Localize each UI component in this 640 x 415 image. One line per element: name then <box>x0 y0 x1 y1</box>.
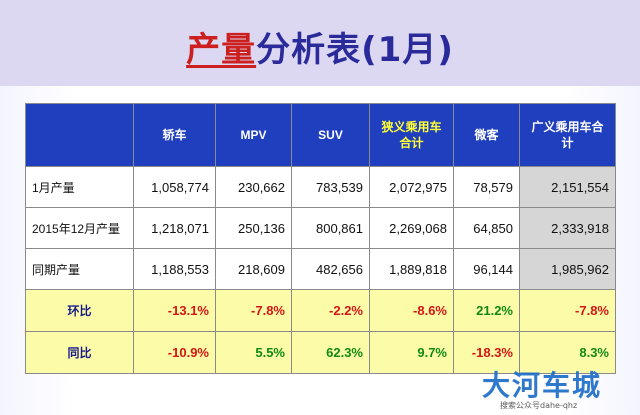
row-label: 同比 <box>25 331 134 374</box>
header-narrow-total: 狭义乘用车合计 <box>369 103 454 167</box>
table-cell: 250,136 <box>215 207 292 249</box>
table-cell: 78,579 <box>453 166 520 208</box>
table-cell: -7.8% <box>215 289 292 332</box>
table-cell: -8.6% <box>369 289 454 332</box>
row-label: 2015年12月产量 <box>25 207 134 249</box>
table-cell: 2,269,068 <box>369 207 454 249</box>
row-label: 环比 <box>25 289 134 332</box>
table-cell: 2,151,554 <box>519 166 616 208</box>
table-cell: 218,609 <box>215 248 292 290</box>
header-sedan: 轿车 <box>133 103 216 167</box>
table-row: 1月产量 1,058,774 230,662 783,539 2,072,975… <box>25 166 616 208</box>
table-cell: -7.8% <box>519 289 616 332</box>
table-cell: 1,058,774 <box>133 166 216 208</box>
table-cell: 1,218,071 <box>133 207 216 249</box>
table-cell: 9.7% <box>369 331 454 374</box>
table-header-row: 轿车 MPV SUV 狭义乘用车合计 微客 广义乘用车合计 <box>25 103 616 167</box>
table-cell: -10.9% <box>133 331 216 374</box>
table-cell: -2.2% <box>291 289 370 332</box>
row-label: 1月产量 <box>25 166 134 208</box>
table-cell: 96,144 <box>453 248 520 290</box>
table-row: 同期产量 1,188,553 218,609 482,656 1,889,818… <box>25 248 616 290</box>
watermark-text: 大河车城 <box>482 369 603 402</box>
table-row-mom: 环比 -13.1% -7.8% -2.2% -8.6% 21.2% -7.8% <box>25 289 616 332</box>
slide-title: 产量分析表(1月) <box>0 22 640 71</box>
table-cell: 2,333,918 <box>519 207 616 249</box>
header-suv: SUV <box>291 103 370 167</box>
title-band: 产量分析表(1月) <box>0 0 640 86</box>
table-cell: 800,861 <box>291 207 370 249</box>
table-cell: 1,188,553 <box>133 248 216 290</box>
table-cell: 5.5% <box>215 331 292 374</box>
table-cell: 62.3% <box>291 331 370 374</box>
table-row: 2015年12月产量 1,218,071 250,136 800,861 2,2… <box>25 207 616 249</box>
header-minivan: 微客 <box>453 103 520 167</box>
table-cell: 1,889,818 <box>369 248 454 290</box>
table-cell: -13.1% <box>133 289 216 332</box>
header-corner <box>25 103 134 167</box>
table-cell: 230,662 <box>215 166 292 208</box>
table-cell: 64,850 <box>453 207 520 249</box>
title-part-2: 分析表(1月) <box>256 30 454 70</box>
table-cell: 783,539 <box>291 166 370 208</box>
title-part-1: 产量 <box>186 30 257 70</box>
production-table: 轿车 MPV SUV 狭义乘用车合计 微客 广义乘用车合计 1月产量 1,058… <box>25 103 616 374</box>
table-cell: 2,072,975 <box>369 166 454 208</box>
table-row-yoy: 同比 -10.9% 5.5% 62.3% 9.7% -18.3% 8.3% <box>25 331 616 374</box>
header-mpv: MPV <box>215 103 292 167</box>
watermark-subtext: 搜索公众号dahe-qhz <box>500 401 578 410</box>
watermark-logo: 大河车城 搜索公众号dahe-qhz <box>470 364 635 412</box>
table-cell: -18.3% <box>453 331 520 374</box>
table-cell: 482,656 <box>291 248 370 290</box>
row-label: 同期产量 <box>25 248 134 290</box>
table-cell: 21.2% <box>453 289 520 332</box>
table-cell: 8.3% <box>519 331 616 374</box>
table-cell: 1,985,962 <box>519 248 616 290</box>
header-broad-total: 广义乘用车合计 <box>519 103 616 167</box>
